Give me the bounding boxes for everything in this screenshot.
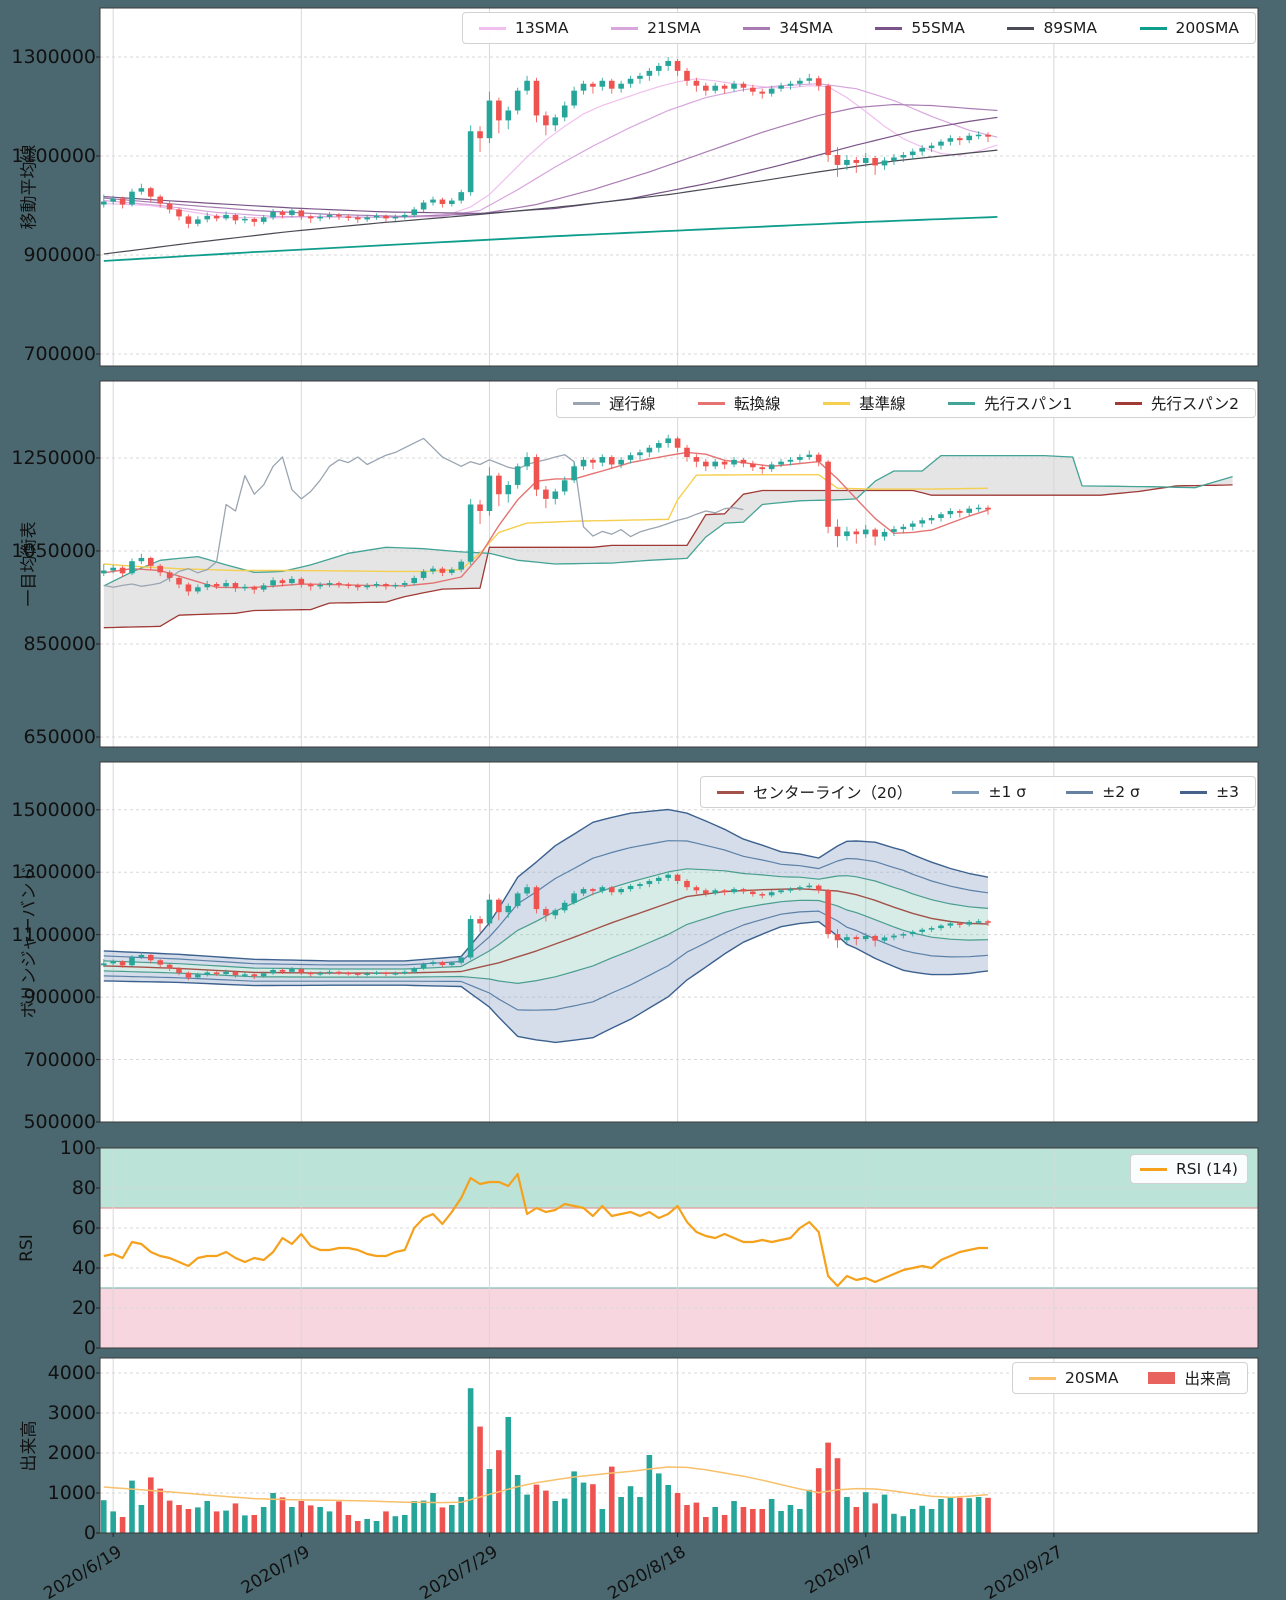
legend-swatch-icon [1180,790,1208,794]
legend-item: ±1 σ [952,783,1026,801]
legend-swatch-icon [952,790,980,794]
legend-item-label: ±3 [1216,783,1239,801]
legend: 20SMA 出来高 [1012,1362,1248,1394]
legend-item-label: 出来高 [1184,1370,1231,1388]
legend-item-label: 基準線 [859,395,906,413]
legend-item-label: 先行スパン2 [1150,395,1239,413]
legend-item: 先行スパン2 [1114,392,1239,414]
axis-title: RSI [17,1234,37,1262]
legend-item: 34SMA [743,19,833,37]
legend-item: 200SMA [1139,19,1239,37]
y-tick-label: 850000 [23,632,96,655]
panel-ichimoku [100,381,1258,747]
y-tick-label: 1100000 [11,145,96,167]
legend: 遅行線 転換線 基準線 先行スパン1 先行スパン2 [556,388,1256,418]
axis-title: 移動平均線 [19,144,40,230]
y-tick-label: 3000 [47,1402,96,1424]
legend-item-label: 89SMA [1043,19,1097,37]
legend-item-label: センターライン（20） [753,784,913,802]
legend-swatch-icon [948,401,976,405]
y-tick-label: 1250000 [11,446,96,469]
y-tick-label: 60 [71,1217,96,1239]
legend-item: 転換線 [698,392,781,414]
y-tick-label: 20 [71,1297,96,1319]
legend-swatch-icon [1066,790,1094,794]
legend-item-label: ±1 σ [988,783,1027,801]
legend-item-label: 21SMA [647,19,701,37]
legend-item: 20SMA [1029,1369,1119,1387]
legend-item-label: 200SMA [1175,19,1239,37]
legend-swatch-icon [717,790,744,794]
legend: センターライン（20） ±1 σ ±2 σ ±3 [700,776,1256,808]
legend-item: 13SMA [479,19,569,37]
legend-item: 遅行線 [573,392,656,414]
y-tick-label: 0 [83,1522,96,1544]
legend-swatch-icon [1114,401,1142,405]
y-tick-label: 1050000 [11,539,96,562]
y-tick-label: 1300000 [11,861,96,884]
legend-swatch-icon [743,26,771,30]
legend-item: 出来高 [1148,1367,1231,1389]
legend-item: 55SMA [875,19,965,37]
legend-item: 基準線 [823,392,906,414]
panel-volume [100,1358,1258,1533]
legend-swatch-icon [875,26,903,30]
y-tick-label: 1300000 [11,46,96,68]
legend-item-label: 先行スパン1 [984,395,1073,413]
legend-item: ±3 [1180,783,1239,801]
legend-item: 89SMA [1007,19,1097,37]
y-tick-label: 700000 [23,343,96,366]
panel-rsi [100,1148,1258,1348]
legend-swatch-icon [479,26,506,30]
y-tick-label: 1000 [47,1482,96,1504]
legend-item: RSI (14) [1140,1160,1238,1178]
legend-item: 21SMA [611,19,701,37]
axis-title: 出来高 [19,1420,40,1471]
legend: 13SMA 21SMA 34SMA 55SMA 89SMA 200SMA [462,12,1256,44]
legend-swatch-icon [1029,1376,1056,1380]
legend-item: 先行スパン1 [948,392,1072,414]
y-tick-label: 40 [71,1257,96,1279]
legend-swatch-icon [573,401,600,405]
legend-item-label: 13SMA [515,19,569,37]
y-tick-label: 900000 [23,244,96,267]
legend-swatch-icon [1007,26,1035,30]
y-tick-label: 650000 [23,726,96,748]
axis-title: ボリンジャーバンド [19,865,40,1019]
legend-item-label: ±2 σ [1102,783,1140,801]
y-tick-label: 500000 [23,1111,96,1133]
axis-title: 一目均衡表 [19,521,40,607]
legend-swatch-icon [823,401,851,405]
legend-item-label: 遅行線 [609,395,656,413]
legend-swatch-icon [1140,1167,1168,1171]
y-tick-label: 4000 [47,1362,96,1384]
legend-swatch-icon [698,401,726,405]
y-tick-label: 1100000 [11,923,96,946]
panel-moving-averages [100,8,1258,366]
y-tick-label: 900000 [23,986,96,1009]
y-tick-label: 1500000 [11,798,96,821]
legend: RSI (14) [1130,1154,1248,1184]
legend-item-label: 20SMA [1065,1369,1119,1387]
legend-item-label: 転換線 [734,395,781,413]
legend-swatch-icon [1139,26,1167,30]
y-tick-label: 100 [59,1137,96,1159]
legend-item-label: RSI (14) [1176,1160,1238,1178]
y-tick-label: 700000 [23,1048,96,1071]
panel-bollinger-bands [100,762,1258,1122]
y-tick-label: 0 [83,1337,96,1359]
legend-item-label: 55SMA [911,19,965,37]
legend-swatch-icon [611,26,639,30]
legend-item: センターライン（20） [717,781,912,803]
legend-item: ±2 σ [1066,783,1140,801]
y-tick-label: 2000 [47,1442,96,1464]
y-tick-label: 80 [71,1177,96,1199]
legend-swatch-icon [1148,1372,1176,1384]
legend-item-label: 34SMA [779,19,833,37]
